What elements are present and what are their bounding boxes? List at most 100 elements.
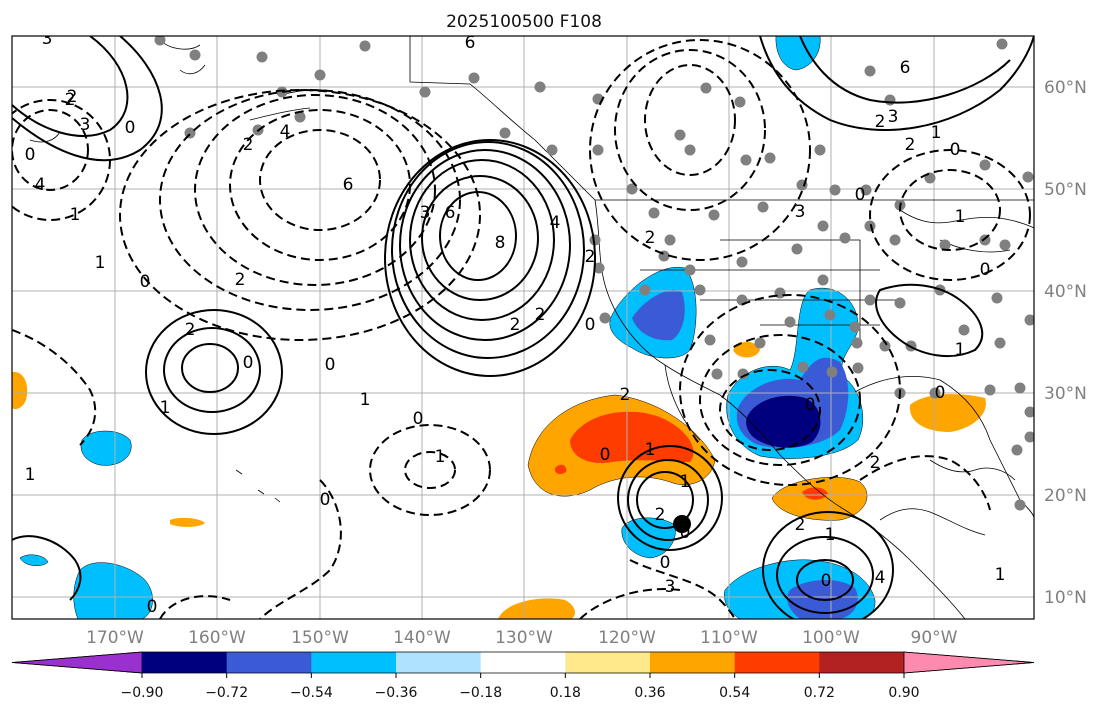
station-dot [864,294,876,306]
contour-label: 3 [665,577,676,597]
latitude-labels: 60°N 50°N 40°N 30°N 20°N 10°N [1044,78,1087,608]
station-dot [664,234,676,246]
contour-label: 0 [660,553,671,573]
contour-label: 0 [821,571,832,591]
contour-label: 1 [360,390,371,410]
contour-label: 0 [585,315,596,335]
station-dot [626,183,638,195]
station-dot [754,337,766,349]
station-dot [736,256,748,268]
contour-label: 4 [875,568,886,588]
contour-label: 3 [80,115,91,135]
station-dot [817,220,829,232]
station-dot [674,129,686,141]
station-dot [797,361,809,373]
station-dot [294,111,306,123]
contour-label: 8 [495,233,506,253]
anomaly-positive [12,371,28,410]
contour-label: 3 [795,202,806,222]
station-dot [468,72,480,84]
longitude-label: 150°W [291,628,349,648]
contour-label: 0 [935,383,946,403]
station-dot [1014,499,1026,511]
latitude-label: 20°N [1044,486,1087,506]
contour-label: 2 [535,305,546,325]
station-dot [648,207,660,219]
station-dot [546,144,558,156]
colorbar-extension-high [903,651,1035,674]
colorbar-tick-label: −0.18 [459,685,502,701]
contour-label: 0 [950,140,961,160]
station-dot [852,362,864,374]
station-dot [593,262,605,274]
contour-label: 1 [955,340,966,360]
contour-label: 1 [680,472,691,492]
station-dot [879,340,891,352]
contour-label: 2 [185,320,196,340]
station-dot [314,69,326,81]
contour-label: 3 [42,29,53,49]
station-dot [851,337,863,349]
contour-label: 0 [855,185,866,205]
station-dot [276,86,288,98]
anomaly-negative [73,562,153,619]
contour-label: 0 [25,145,36,165]
anomaly-positive-strong [570,411,694,464]
solid-contours [12,36,1034,619]
contour-label: 2 [65,90,76,110]
colorbar-bin [226,652,312,673]
longitude-labels: 170°W 160°W 150°W 140°W 130°W 120°W 110°W 100°W… [86,628,958,648]
anomaly-positive [170,517,205,527]
contour-label: 4 [280,122,291,142]
station-dot [599,312,611,324]
storm-center-marker [673,515,691,533]
contour-label: 0 [600,445,611,465]
contour-label: 2 [655,505,666,525]
anomaly-positive-strong [802,487,828,500]
contour-label: 0 [125,118,136,138]
contour-label: 6 [445,203,456,223]
contour-label: 0 [680,523,691,543]
station-dot [704,334,716,346]
station-dot [711,368,723,380]
station-dot [359,40,371,52]
station-dot [1011,444,1023,456]
station-dot [708,209,720,221]
longitude-label: 110°W [700,628,758,648]
colorbar-bin [734,652,820,673]
latitude-label: 40°N [1044,282,1087,302]
contour-label: 0 [805,395,816,415]
station-dot [939,239,951,251]
contour-label: 1 [825,525,836,545]
colorbar-tick-label: 0.18 [550,685,581,701]
contour-label: 2 [645,228,656,248]
station-dot [984,384,996,396]
colorbar-bin [396,652,482,673]
station-dot [592,144,604,156]
station-dot [740,154,752,166]
colorbar-bin [311,652,397,673]
station-dot [700,82,712,94]
contour-label: 4 [550,213,561,233]
contour-label: 1 [25,465,36,485]
latitude-label: 30°N [1044,384,1087,404]
anomaly-positive [909,394,986,432]
anomaly-negative-max [746,395,821,448]
station-dot [860,184,872,196]
contour-label: 0 [325,355,336,375]
map-body: 3206321041264202012638422200101012021002… [12,29,1034,619]
station-dot [994,337,1006,349]
station-dot [757,201,769,213]
contour-label: 2 [510,315,521,335]
contour-label: 0 [320,490,331,510]
contour-label: 2 [585,247,596,267]
latitude-label: 60°N [1044,78,1087,98]
station-dot [826,366,838,378]
contour-label: 1 [645,440,656,460]
station-dot [534,81,546,93]
station-dot [839,232,851,244]
station-dot [849,321,861,333]
anomaly-positive [733,341,760,358]
anomaly-negative [19,554,49,566]
